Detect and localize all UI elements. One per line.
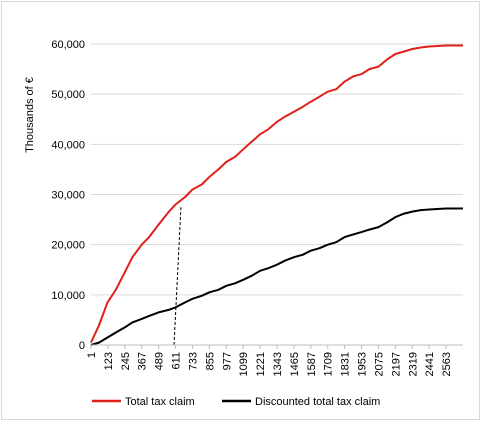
x-tick-label-0: 1 (86, 352, 98, 358)
x-tick-label-3: 367 (137, 352, 149, 370)
y-axis-label: Thousands of € (24, 77, 36, 153)
y-tick-label-2: 20,000 (51, 240, 85, 252)
x-tick-label-21: 2563 (441, 352, 453, 376)
gridlines (91, 43, 463, 296)
x-tick-label-10: 1221 (255, 352, 267, 376)
x-tick-label-9: 1099 (238, 352, 250, 376)
x-tick-label-20: 2441 (424, 352, 436, 376)
x-tick-label-4: 489 (154, 352, 166, 370)
y-tick-label-0: 0 (79, 340, 85, 352)
y-axis-ticks: 0 10,000 20,000 30,000 40,000 50,000 60,000 (51, 39, 85, 352)
series-line-1 (90, 207, 463, 346)
x-tick-label-12: 1465 (289, 352, 301, 376)
legend: Total tax claim Discounted total tax cla… (92, 396, 380, 408)
legend-label-discounted: Discounted total tax claim (255, 396, 380, 408)
x-tick-label-6: 733 (187, 352, 199, 370)
x-tick-label-14: 1709 (323, 352, 335, 376)
y-tick-label-3: 30,000 (51, 190, 85, 202)
x-tick-label-13: 1587 (306, 352, 318, 376)
y-tick-label-6: 60,000 (51, 39, 85, 51)
x-tick-label-15: 1831 (340, 352, 352, 376)
y-tick-label-5: 50,000 (51, 89, 85, 101)
y-tick-label-4: 40,000 (51, 139, 85, 151)
x-tick-label-1: 123 (103, 352, 115, 370)
x-tick-label-19: 2319 (407, 352, 419, 376)
series-lines (90, 44, 463, 346)
x-tick-label-17: 2075 (373, 352, 385, 376)
x-tick-label-18: 2197 (390, 352, 402, 376)
x-tick-label-2: 245 (120, 352, 132, 370)
x-tick-label-11: 1343 (272, 352, 284, 376)
x-tick-label-8: 977 (221, 352, 233, 370)
x-tick-label-5: 611 (171, 352, 183, 370)
marker-dashed-line (173, 207, 182, 346)
x-tick-label-7: 855 (204, 352, 216, 370)
y-tick-label-1: 10,000 (51, 290, 85, 302)
series-line-0 (90, 44, 463, 343)
x-tick-label-16: 1953 (357, 352, 369, 376)
x-axis-ticks: 1 123 245 367 489 611 733 855 977 1099 1221 1343 146… (86, 345, 453, 376)
legend-label-total: Total tax claim (125, 396, 195, 408)
